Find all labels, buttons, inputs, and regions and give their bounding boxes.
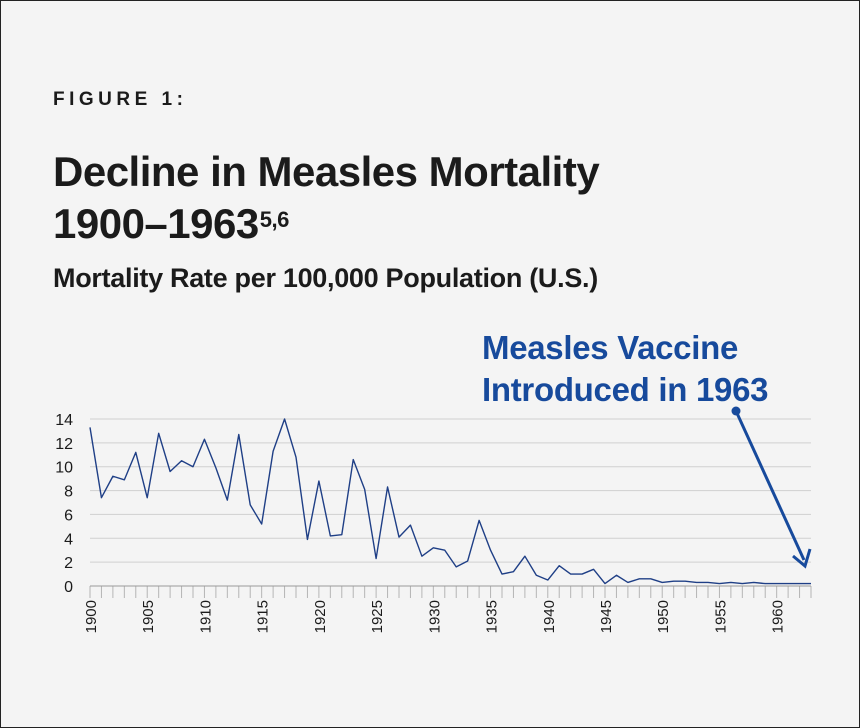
y-tick-label: 6	[64, 507, 73, 524]
x-tick-label: 1950	[655, 600, 672, 633]
chart-subtitle: Mortality Rate per 100,000 Population (U…	[53, 263, 598, 293]
x-tick-label: 1920	[312, 600, 329, 633]
x-tick-label: 1930	[426, 600, 443, 633]
series-line-mortality	[89, 418, 811, 585]
annotation-line-2: Introduced in 1963	[482, 371, 769, 408]
title-line-1: Decline in Measles Mortality	[53, 148, 600, 195]
title-line-2: 1900–19635,6	[53, 198, 833, 250]
x-axis-minor-ticks	[89, 586, 812, 598]
y-tick-label: 4	[64, 531, 73, 548]
y-axis-ticks: 0 2 4 6 8 10 12 14	[55, 412, 73, 596]
y-tick-label: 12	[55, 436, 73, 453]
vaccine-annotation: Measles Vaccine Introduced in 1963	[482, 327, 842, 411]
y-tick-label: 8	[64, 484, 73, 501]
arrow-head	[792, 548, 812, 569]
annotation-line-1: Measles Vaccine	[482, 329, 739, 366]
x-axis-ticks: 1900 1905 1910 1915 1920 1925 1930 1935 1940 1945…	[83, 600, 787, 633]
arrow-shaft	[734, 410, 806, 561]
grid-lines	[90, 418, 811, 563]
x-tick-label: 1910	[197, 600, 214, 633]
y-tick-label: 2	[64, 555, 73, 572]
chart-title: Decline in Measles Mortality 1900–19635,…	[53, 146, 833, 250]
x-tick-label: 1960	[770, 600, 787, 633]
y-tick-label: 14	[55, 412, 73, 429]
x-tick-label: 1905	[140, 600, 157, 633]
y-tick-label: 10	[55, 460, 73, 477]
title-years: 1900–1963	[53, 200, 259, 247]
y-tick-label: 0	[64, 579, 73, 596]
x-tick-label: 1900	[83, 600, 100, 633]
annotation-arrow	[731, 406, 812, 569]
x-tick-label: 1925	[369, 600, 386, 633]
figure-label: FIGURE 1:	[53, 89, 188, 110]
x-tick-label: 1915	[255, 600, 272, 633]
x-tick-label: 1940	[541, 600, 558, 633]
title-citation: 5,6	[259, 207, 290, 232]
x-tick-label: 1935	[484, 600, 501, 633]
x-tick-label: 1955	[712, 600, 729, 633]
x-tick-label: 1945	[598, 600, 615, 633]
